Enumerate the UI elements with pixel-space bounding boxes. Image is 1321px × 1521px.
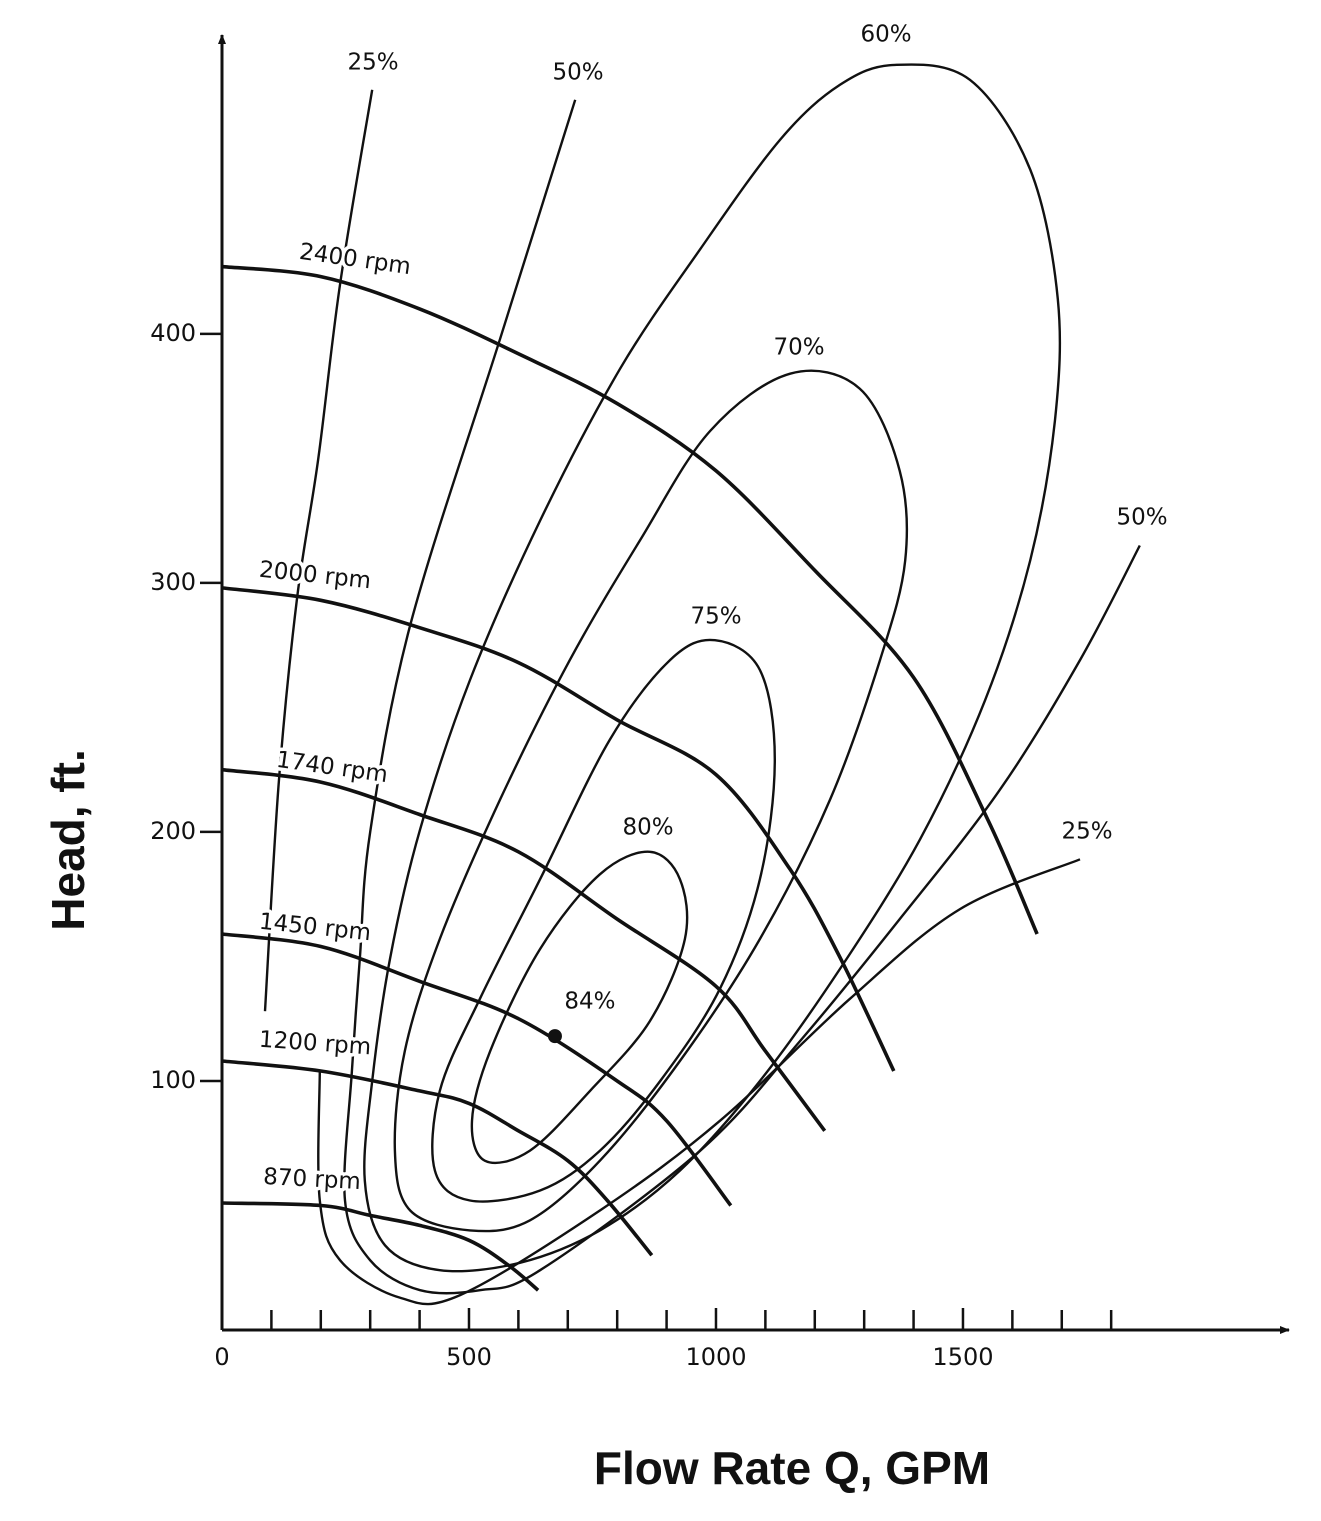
efficiency-label: 75% (690, 604, 741, 630)
point-label: 84% (564, 989, 615, 1015)
efficiency-curve (393, 369, 909, 1233)
efficiency-label: 25% (347, 50, 398, 76)
x-tick-label: 0 (214, 1343, 229, 1371)
speed-curve (221, 932, 733, 1207)
y-tick-label: 200 (150, 817, 196, 845)
y-tick-label: 400 (150, 319, 196, 347)
x-tick-label: 1000 (685, 1343, 746, 1371)
speed-curve (221, 586, 896, 1072)
efficiency-label: 50% (552, 60, 603, 86)
best-efficiency-point (547, 1029, 562, 1044)
speed-label: 2000 rpm (258, 557, 372, 595)
speed-curve (221, 264, 1039, 935)
x-tick-label: 1500 (932, 1343, 993, 1371)
speed-label: 1740 rpm (275, 747, 390, 788)
y-tick-label: 300 (150, 568, 196, 596)
x-tick-label: 500 (446, 1343, 492, 1371)
speed-curve (221, 1059, 654, 1257)
efficiency-label: 80% (622, 815, 673, 841)
efficiency-label: 70% (773, 335, 824, 361)
y-axis-title: Head, ft. (42, 749, 94, 930)
speed-curve (221, 1201, 540, 1292)
efficiency-curve (470, 850, 689, 1165)
speed-label: 870 rpm (263, 1164, 362, 1195)
y-tick-label: 100 (150, 1066, 196, 1094)
efficiency-label: 60% (860, 22, 911, 48)
speed-curve (221, 767, 827, 1132)
efficiency-label: 25% (1061, 819, 1112, 845)
efficiency-curve (363, 63, 1062, 1273)
efficiency-curve (263, 89, 1081, 1306)
efficiency-label: 50% (1116, 505, 1167, 531)
x-axis-title: Flow Rate Q, GPM (594, 1442, 990, 1494)
